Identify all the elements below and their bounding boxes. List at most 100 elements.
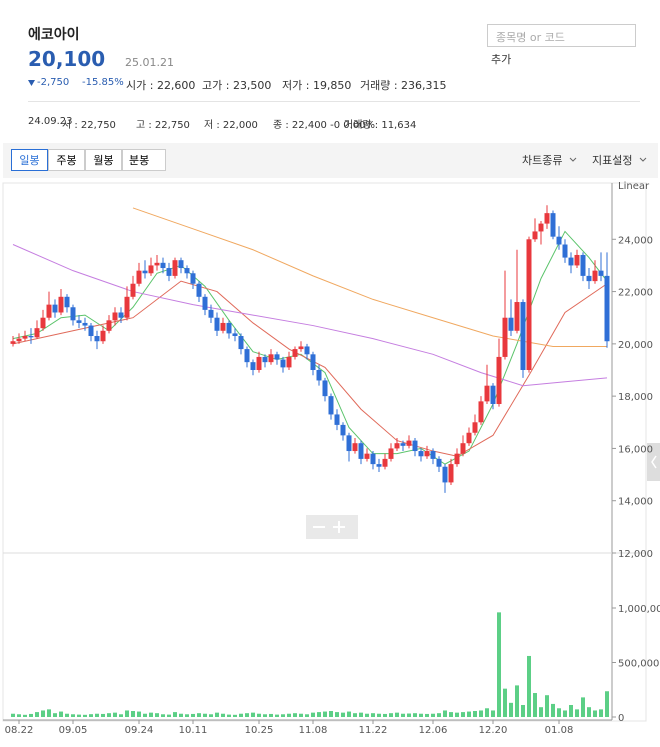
volume-bar: [137, 711, 141, 717]
side-panel-tab[interactable]: [647, 443, 660, 481]
candle-body: [46, 304, 52, 318]
y-tick-label: 12,000: [618, 549, 653, 560]
candle-body: [172, 260, 178, 276]
volume-bar: [239, 713, 243, 717]
candle-body: [586, 275, 592, 282]
candle-body: [508, 317, 514, 331]
candle-body: [310, 354, 316, 370]
info-item: 시 : 22,750: [62, 120, 116, 131]
volume-tick-label: 500,000: [618, 659, 659, 670]
candle-body: [472, 422, 478, 433]
period-button[interactable]: 분봉: [122, 149, 166, 171]
volume-bar: [173, 712, 177, 717]
info-item: 저 : 22,000: [204, 120, 258, 131]
volume-bar: [281, 714, 285, 717]
candle-body: [346, 435, 352, 452]
volume-bar: [155, 713, 159, 717]
volume-bar: [65, 713, 69, 717]
volume-bar: [161, 714, 165, 717]
candle-body: [256, 356, 262, 370]
volume-bar: [107, 713, 111, 717]
candle-body: [238, 336, 244, 350]
chevron: [639, 157, 647, 162]
volume-bar: [47, 709, 51, 717]
candle-body: [436, 458, 442, 467]
volume-bar: [335, 712, 339, 717]
volume-bar: [563, 710, 567, 717]
indicators[interactable]: 지표설정: [592, 154, 633, 167]
candle-body: [106, 320, 112, 331]
volume-bar: [473, 711, 477, 717]
volume-bar: [227, 714, 231, 717]
volume-bar: [233, 714, 237, 717]
candle-body: [514, 302, 520, 331]
volume-bar: [323, 711, 327, 717]
volume-bar: [491, 710, 495, 717]
info-item: 종 : 22,400 -0 0.00%: [273, 120, 376, 131]
volume-bar: [209, 714, 213, 717]
candle-body: [304, 346, 310, 355]
add-button[interactable]: 추가: [491, 53, 512, 66]
x-tick-label: 01.08: [545, 725, 574, 736]
period-button[interactable]: 주봉: [48, 149, 85, 171]
volume-bar: [569, 705, 573, 717]
volume-bar: [251, 712, 255, 717]
candle-body: [70, 307, 76, 321]
stock-name: 에코아이: [28, 27, 80, 43]
volume-bar: [407, 713, 411, 717]
candle-body: [52, 304, 58, 313]
volume-bar: [59, 711, 63, 717]
volume-bar: [143, 713, 147, 717]
volume-bar: [455, 712, 459, 717]
volume-bar: [485, 708, 489, 717]
candle-body: [460, 443, 466, 454]
volume-bar: [119, 714, 123, 717]
volume-bar: [461, 712, 465, 717]
candle-body: [562, 244, 568, 258]
stat: 고가 : 23,500: [202, 79, 272, 92]
separator: [28, 101, 640, 102]
candle-body: [178, 260, 184, 269]
candle-body: [430, 451, 436, 459]
candle-body: [190, 273, 196, 284]
info-item: 거래량 : 11,634: [344, 120, 417, 131]
candle-body: [532, 231, 538, 240]
chart-type[interactable]: 차트종류: [522, 154, 563, 167]
y-tick-label: 22,000: [618, 288, 653, 299]
volume-bar: [515, 685, 519, 717]
volume-bar: [419, 713, 423, 717]
candle-body: [352, 443, 358, 452]
volume-bar: [329, 711, 333, 717]
moving-average: [132, 207, 607, 347]
candle-body: [316, 370, 322, 381]
candle-body: [118, 312, 124, 318]
volume-bar: [257, 713, 261, 717]
candle-body: [202, 296, 208, 310]
volume-bar: [587, 707, 591, 717]
x-tick-label: 11.22: [359, 725, 388, 736]
volume-bar: [479, 710, 483, 717]
search-placeholder: 종목명 or 코드: [496, 31, 565, 44]
candle-body: [328, 396, 334, 415]
candle-body: [220, 322, 226, 331]
moving-average: [12, 230, 608, 465]
candle-body: [556, 236, 562, 245]
candle-body: [64, 296, 70, 308]
candle-body: [478, 401, 484, 423]
period-button[interactable]: 일봉: [11, 149, 48, 171]
volume-bar: [509, 702, 513, 717]
candle-body: [490, 385, 496, 404]
volume-bar: [275, 714, 279, 717]
candle-body: [58, 296, 64, 313]
candle-body: [604, 275, 610, 342]
volume-bar: [413, 713, 417, 717]
search-box[interactable]: [487, 24, 636, 47]
candle-body: [268, 354, 274, 363]
y-tick-label: 16,000: [618, 444, 653, 455]
volume-bar: [503, 688, 507, 717]
chevron: [569, 157, 577, 162]
x-tick-label: 09.05: [59, 725, 88, 736]
volume-bar: [23, 714, 27, 717]
period-button[interactable]: 월봉: [85, 149, 122, 171]
